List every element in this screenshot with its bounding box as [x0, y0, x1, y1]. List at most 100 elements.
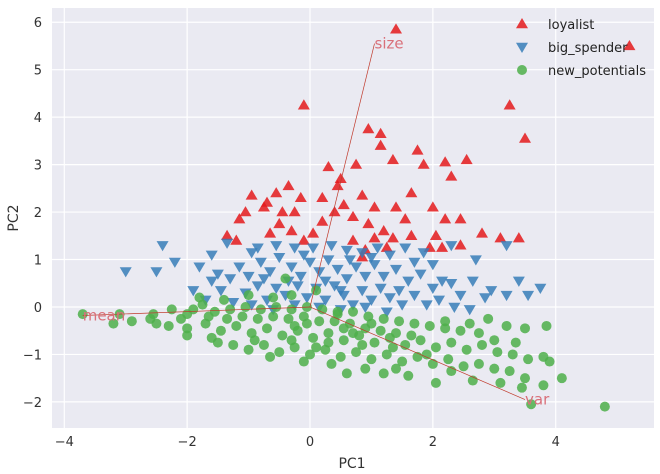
loading-arrows: size mean var: [82, 35, 550, 409]
loyalist-point: [362, 123, 375, 134]
new_potentials-point: [440, 323, 451, 334]
loyalist-point: [390, 201, 402, 212]
big_spender-point: [396, 300, 409, 311]
loyalist-point: [297, 234, 310, 245]
new_potentials-point: [599, 401, 610, 412]
big_spender-point: [426, 260, 439, 271]
new_potentials-point: [240, 301, 251, 312]
big_spender-point: [383, 293, 396, 304]
new_potentials-point: [394, 316, 405, 327]
y-tick-label: 2: [34, 206, 42, 221]
loyalist-point: [276, 206, 289, 217]
new_potentials-point: [243, 290, 254, 301]
y-tick-label: 5: [34, 64, 42, 79]
size-loading-arrow: [309, 43, 375, 308]
big_spender-point: [313, 267, 326, 278]
y-axis-label: PC2: [6, 204, 22, 231]
new_potentials-point: [308, 332, 319, 343]
new_potentials-point: [323, 328, 334, 339]
new_potentials-point: [326, 358, 337, 369]
big_spender-point: [534, 283, 547, 294]
big_spender-point: [479, 293, 492, 304]
big_spender-point: [251, 281, 264, 292]
new_potentials-point: [473, 358, 484, 369]
loyalist-point: [362, 217, 375, 229]
big_spender-point: [257, 274, 270, 285]
big_spender-point: [469, 255, 482, 266]
new_potentials-point: [483, 313, 494, 324]
new_potentials-point: [188, 304, 199, 315]
new_potentials-point: [335, 351, 346, 362]
new_potentials-point: [556, 373, 567, 384]
loyalist-point: [328, 206, 341, 217]
new_potentials-point: [366, 354, 377, 365]
new_potentials-point: [538, 380, 549, 391]
big_spender-point: [187, 286, 200, 297]
big_spender-point: [454, 290, 467, 302]
loyalist-point: [390, 23, 402, 34]
big_spender-point: [211, 269, 224, 280]
loyalist-point: [350, 158, 363, 169]
new_potentials-point: [317, 304, 328, 315]
loyalist-point: [494, 232, 507, 243]
size-loading-label: size: [375, 35, 404, 53]
new_potentials-point: [464, 318, 475, 329]
new_potentials-point: [262, 323, 272, 334]
loyalist-point: [273, 217, 286, 229]
loyalist-point: [368, 201, 381, 212]
new_potentials-point: [495, 377, 506, 388]
new_potentials-point: [271, 301, 282, 312]
new_potentials-point: [286, 290, 297, 301]
big_spender-point: [285, 262, 298, 273]
big_spender-point: [485, 286, 498, 297]
loyalist-point: [454, 239, 467, 250]
new_potentials-point: [215, 325, 226, 336]
y-tick-label: −1: [23, 348, 42, 363]
big_spender-point: [383, 250, 396, 261]
new_potentials-point: [501, 320, 512, 331]
loyalist-point: [245, 189, 258, 200]
loyalist-point: [316, 215, 329, 226]
big_spender-point: [205, 250, 218, 261]
new_potentials-point: [283, 313, 294, 324]
big_spender-point: [291, 281, 304, 292]
new_potentials-point: [212, 337, 223, 348]
new_potentials-point: [219, 294, 229, 305]
new_potentials-point: [182, 323, 193, 334]
big_spender-point: [254, 257, 267, 268]
new_potentials-point: [298, 356, 309, 367]
big_spender-point: [359, 271, 372, 283]
big_spender-point: [377, 271, 390, 283]
new_potentials-point: [289, 320, 300, 331]
loyalist-point: [257, 201, 270, 212]
big_spender-point: [193, 262, 206, 273]
loyalist-point: [436, 241, 449, 252]
y-tick-label: 0: [34, 301, 42, 316]
new_potentials-point: [504, 366, 515, 377]
loyalist-point: [233, 213, 246, 224]
new_potentials-point: [314, 316, 325, 327]
new_potentials-point: [338, 335, 349, 346]
new_potentials-point: [360, 363, 371, 374]
new_potentials-point: [391, 363, 401, 374]
big_spender-point: [297, 250, 310, 261]
new_potentials-point: [126, 316, 137, 327]
big_spender-point: [399, 243, 412, 254]
new_potentials-point: [489, 335, 500, 346]
new_potentials-point: [443, 354, 454, 365]
big_spender-point: [420, 300, 433, 311]
new_potentials-point: [415, 335, 426, 346]
new_potentials-point: [323, 337, 334, 348]
new_potentials-point: [357, 339, 368, 350]
tick-labels: −4 −2 0 2 4 −2 −1 0 1 2 3 4 5 6: [23, 16, 560, 450]
loyalist-point: [270, 187, 283, 198]
big_spender-point: [390, 264, 402, 276]
big_spender-point: [325, 241, 338, 252]
var-loading-arrow: [309, 306, 526, 400]
new_potentials-point: [305, 349, 315, 360]
new_potentials-point: [311, 285, 322, 296]
new_potentials-point: [446, 337, 457, 348]
new_potentials-point: [255, 304, 266, 315]
x-axis-label: PC1: [338, 456, 365, 472]
big_spender-point: [359, 302, 372, 313]
